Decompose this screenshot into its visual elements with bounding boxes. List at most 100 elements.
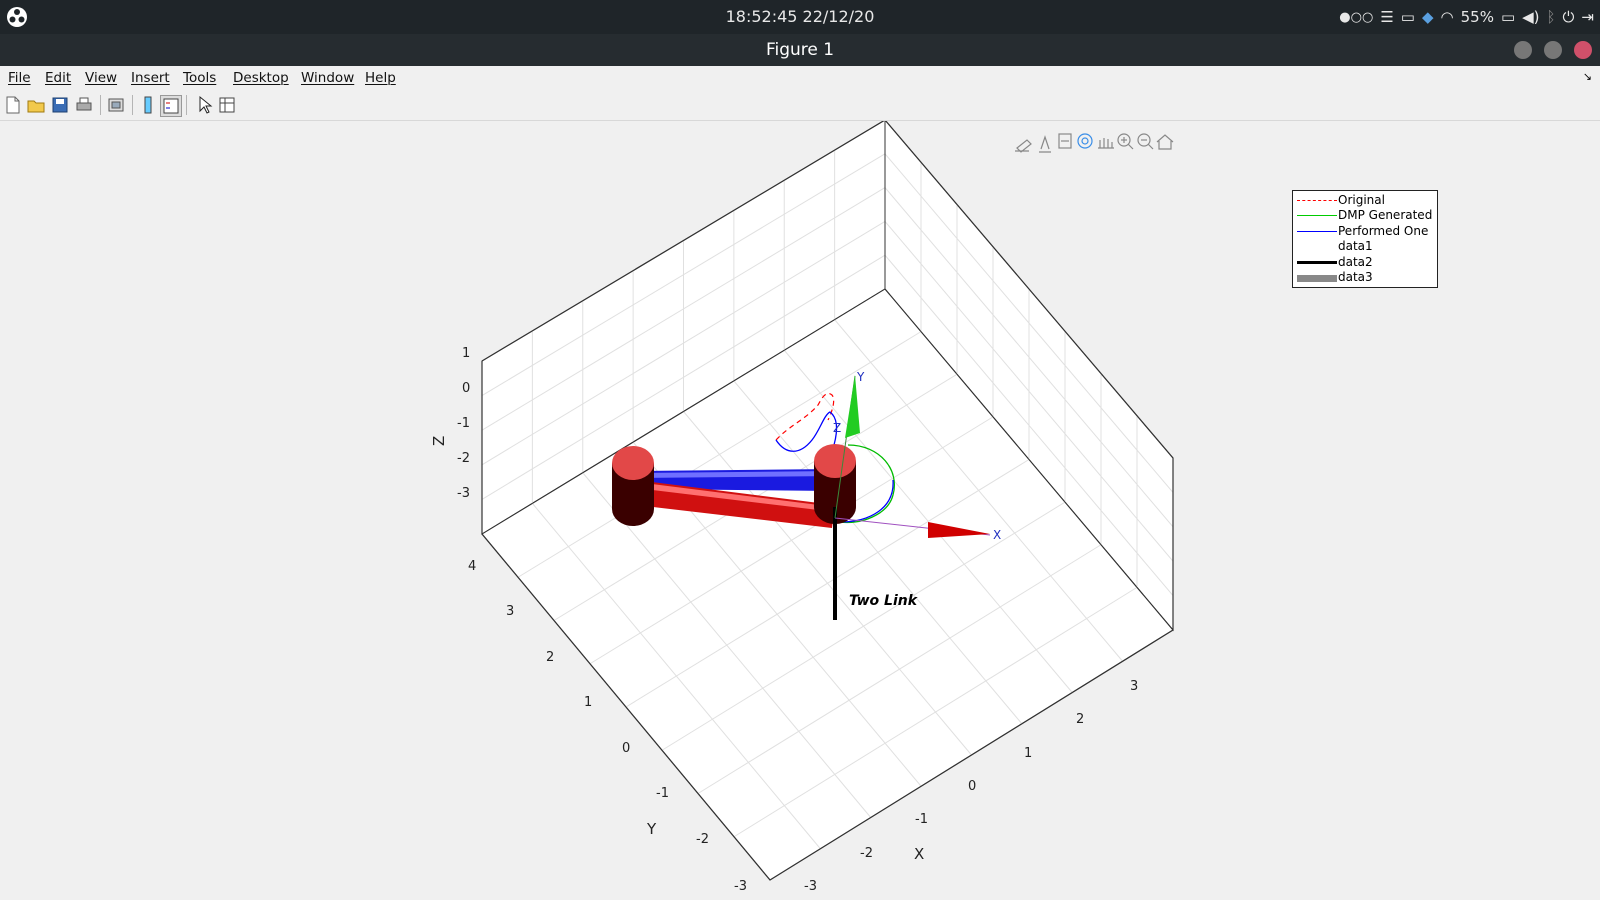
edit-plot-icon[interactable] [194, 95, 214, 115]
robot-link-2-highlight [636, 482, 835, 512]
legend-swatch-original [1297, 200, 1337, 201]
os-logo-icon[interactable] [6, 6, 28, 28]
grid-line [481, 153, 886, 397]
open-file-icon[interactable] [26, 95, 46, 115]
battery-percent[interactable]: 55% [1460, 8, 1494, 26]
logout-icon[interactable]: ⇥ [1581, 8, 1594, 26]
colorbar-icon[interactable] [138, 95, 158, 115]
legend-label-dmp: DMP Generated [1338, 208, 1433, 222]
frame-y-label: Y [856, 370, 865, 384]
legend-label-data2: data2 [1338, 255, 1373, 269]
y-tick-label: -1 [656, 786, 669, 801]
frame-x-arrow [928, 522, 990, 538]
battery-icon[interactable]: ▭ [1500, 8, 1516, 26]
notification-bell-icon[interactable]: ◆ [1421, 8, 1434, 26]
menu-tools[interactable]: Tools [183, 70, 217, 86]
close-button[interactable] [1574, 41, 1592, 59]
grid-line [733, 586, 1138, 838]
rotate-3d-icon[interactable] [1077, 133, 1093, 149]
print-icon[interactable] [74, 95, 94, 115]
x-axis-ticks: -3 -2 -1 0 1 2 3 [804, 679, 1138, 894]
y-tick-label: 2 [546, 650, 554, 665]
performed-trajectory-arc [839, 479, 894, 523]
brush-icon[interactable] [1015, 139, 1032, 153]
menu-file[interactable]: File [8, 70, 31, 86]
maximize-button[interactable] [1544, 41, 1562, 59]
grid-line [481, 254, 886, 500]
plot-legend[interactable]: Original DMP Generated Performed One dat… [1292, 190, 1438, 288]
legend-swatch-data2 [1297, 261, 1337, 264]
x-tick-label: 1 [1024, 746, 1032, 761]
menu-view[interactable]: View [85, 70, 118, 86]
x-axis-label: X [914, 845, 924, 863]
toolbar-separator [100, 95, 101, 115]
save-icon[interactable] [50, 95, 70, 115]
grid-line [697, 544, 1102, 794]
legend-icon[interactable] [160, 95, 182, 117]
menu-insert[interactable]: Insert [131, 70, 170, 86]
x-tick-label: 3 [1130, 679, 1138, 694]
z-axis-label: Z [430, 436, 448, 446]
frame-y-arrow [845, 375, 860, 438]
dock-arrow-icon[interactable]: ↘ [1582, 70, 1592, 83]
export-icon[interactable] [1058, 133, 1072, 149]
legend-swatch-data3 [1297, 275, 1337, 282]
z-axis-ticks: 1 0 -1 -2 -3 [457, 346, 470, 501]
grid-line [733, 380, 1023, 725]
system-top-bar: 18:52:45 22/12/20 ●○○ ☰ ▭ ◆ ◠ 55% ▭ ◀) ᛒ… [0, 0, 1600, 34]
new-figure-icon[interactable] [3, 95, 23, 115]
original-trajectory [775, 392, 835, 441]
menu-desktop[interactable]: Desktop [233, 70, 289, 86]
grid-line [683, 411, 972, 756]
grid-line [884, 221, 1174, 562]
workspace-indicator-icon[interactable]: ●○○ [1339, 9, 1374, 25]
axes-back-edge [481, 288, 886, 535]
minimize-button[interactable] [1514, 41, 1532, 59]
y-tick-label: -3 [734, 879, 747, 894]
pan-icon[interactable] [1098, 138, 1114, 149]
z-tick-label: 1 [462, 346, 470, 361]
menu-icon[interactable]: ☰ [1380, 8, 1394, 26]
frame-x-label: X [993, 528, 1001, 542]
performed-trajectory [775, 411, 838, 452]
grid-line [834, 319, 1124, 662]
home-icon[interactable] [1156, 134, 1174, 150]
grid-line [661, 501, 1066, 751]
zoom-in-icon[interactable] [1117, 133, 1134, 150]
grid-line [884, 254, 1174, 596]
menu-window[interactable]: Window [301, 70, 355, 86]
grid-line [783, 349, 1073, 693]
window-title: Figure 1 [765, 40, 835, 60]
figure-canvas[interactable]: 1 0 -1 -2 -3 Z 4 3 2 1 0 -1 -2 -3 Y -3 -… [0, 121, 1600, 900]
data-tips-icon[interactable] [1039, 135, 1051, 153]
x-tick-label: 2 [1076, 712, 1084, 727]
legend-label-performed: Performed One [1338, 224, 1429, 238]
grid-line [884, 187, 1174, 528]
folder-icon[interactable]: ▭ [1400, 8, 1415, 26]
z-tick-label: -3 [457, 486, 470, 501]
link-plot-icon[interactable] [106, 95, 126, 115]
robot-joint-base [612, 446, 654, 526]
system-tray: ●○○ ☰ ▭ ◆ ◠ 55% ▭ ◀) ᛒ ⏻ ⇥ [1339, 0, 1594, 34]
robot-name-label: Two Link [849, 593, 919, 609]
z-tick-label: -1 [457, 416, 470, 431]
wifi-icon[interactable]: ◠ [1440, 8, 1454, 26]
y-tick-label: 4 [468, 559, 476, 574]
volume-icon[interactable]: ◀) [1522, 8, 1540, 26]
menu-help[interactable]: Help [365, 70, 396, 86]
power-icon[interactable]: ⏻ [1562, 8, 1575, 26]
axes-grid [481, 150, 1174, 850]
zoom-out-icon[interactable] [1137, 133, 1154, 150]
menu-edit[interactable]: Edit [45, 70, 72, 86]
z-tick-label: 0 [462, 381, 470, 396]
property-inspector-icon[interactable] [217, 95, 237, 115]
grid-line [481, 220, 886, 466]
z-tick-label: -2 [457, 451, 470, 466]
y-tick-label: 0 [622, 741, 630, 756]
bluetooth-icon[interactable]: ᛒ [1546, 8, 1556, 26]
x-tick-label: -3 [804, 879, 817, 894]
figure-toolbar [0, 90, 1600, 121]
y-tick-label: -2 [696, 832, 709, 847]
grid-line [884, 153, 1174, 493]
legend-swatch-dmp [1297, 215, 1337, 216]
